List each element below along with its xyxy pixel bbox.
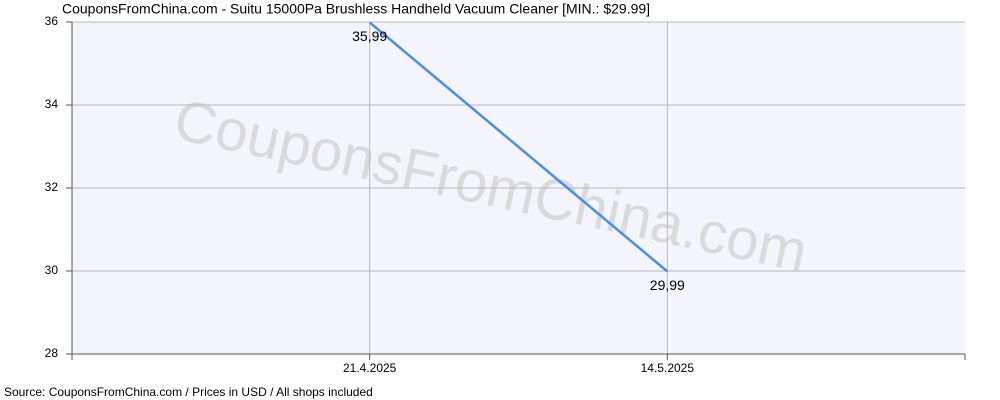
y-tick-label: 30: [45, 263, 59, 277]
y-tick-label: 34: [45, 97, 59, 111]
y-tick-label: 28: [45, 346, 59, 360]
y-tick-label: 36: [45, 14, 59, 28]
x-tick-label: 21.4.2025: [343, 361, 397, 375]
value-label: 35,99: [352, 28, 387, 44]
price-line: [368, 21, 669, 273]
source-note: Source: CouponsFromChina.com / Prices in…: [4, 385, 373, 399]
y-tick-label: 32: [45, 180, 59, 194]
value-label: 29,99: [650, 277, 685, 293]
x-tick-label: 14.5.2025: [641, 361, 695, 375]
chart-title: CouponsFromChina.com - Suitu 15000Pa Bru…: [62, 1, 650, 17]
